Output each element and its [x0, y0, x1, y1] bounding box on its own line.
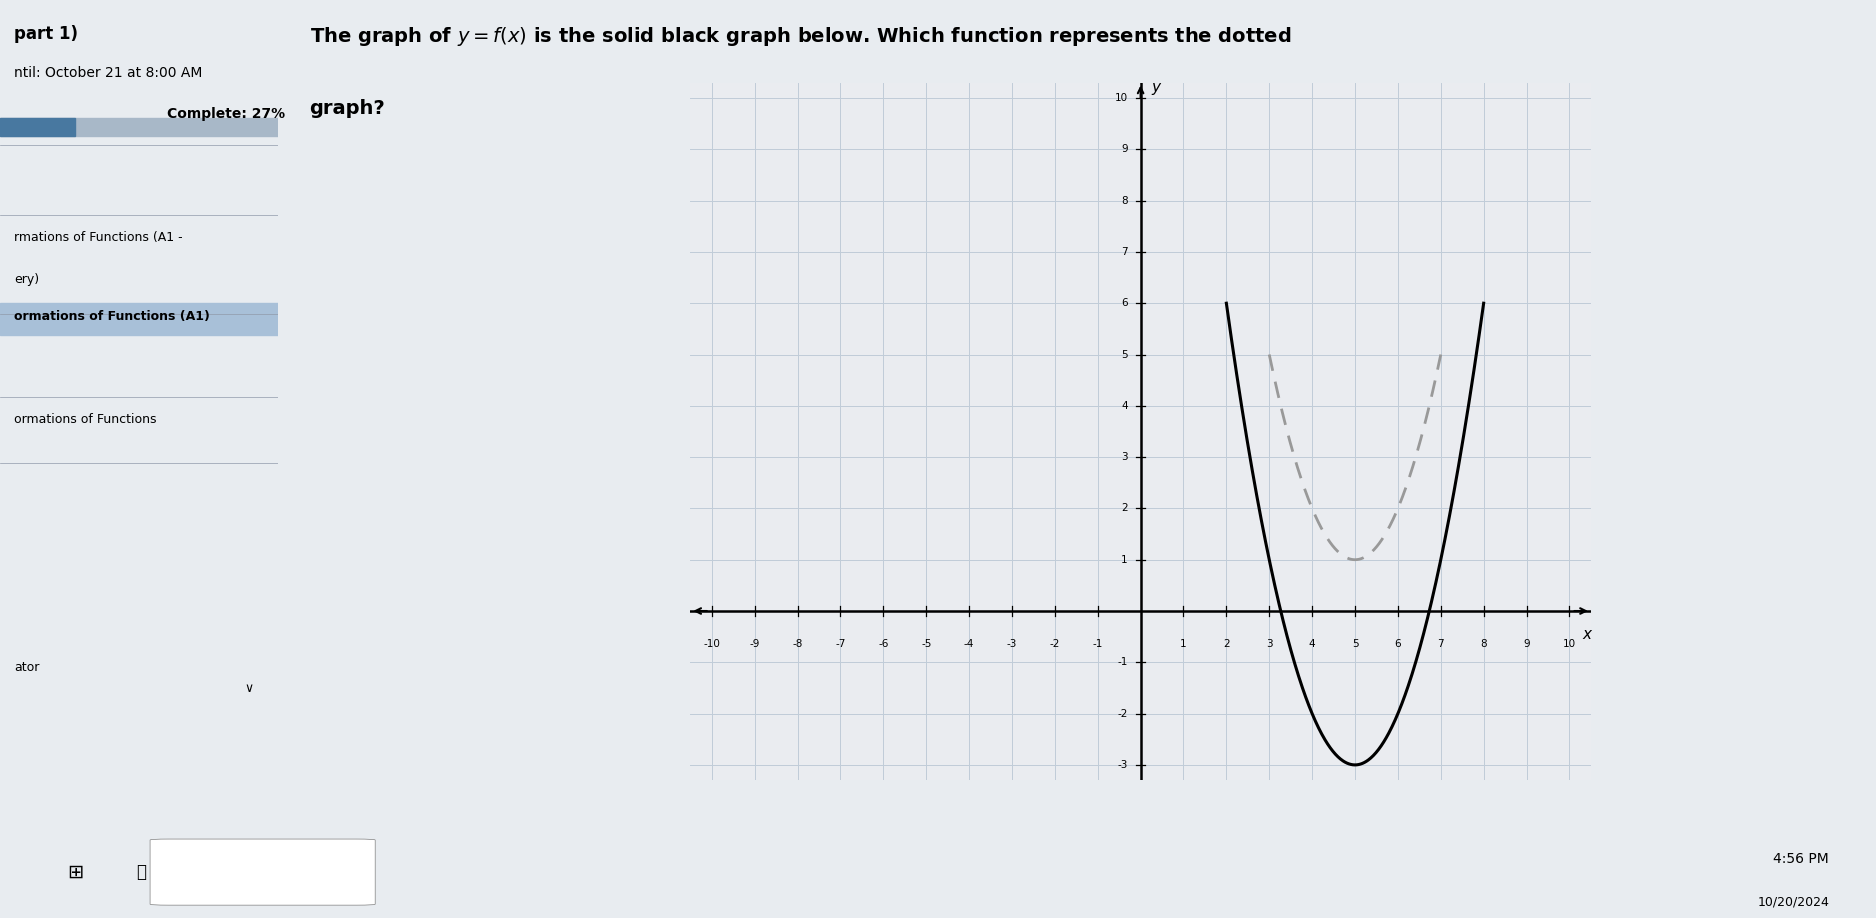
Bar [0, 118, 75, 136]
Text: -3: -3 [1118, 760, 1127, 770]
Text: Complete: 27%: Complete: 27% [167, 107, 285, 121]
FancyBboxPatch shape [150, 839, 375, 905]
Text: 2: 2 [1122, 503, 1127, 513]
Text: 5: 5 [1122, 350, 1127, 360]
Text: 9: 9 [1122, 144, 1127, 154]
Text: 8: 8 [1480, 639, 1488, 649]
Text: 10/20/2024: 10/20/2024 [1758, 895, 1829, 908]
Text: -1: -1 [1118, 657, 1127, 667]
Text: ntil: October 21 at 8:00 AM: ntil: October 21 at 8:00 AM [13, 66, 203, 80]
Text: -9: -9 [750, 639, 760, 649]
Text: -1: -1 [1092, 639, 1103, 649]
Text: rmations of Functions (A1 -: rmations of Functions (A1 - [13, 231, 182, 244]
Text: 7: 7 [1437, 639, 1445, 649]
Text: graph?: graph? [310, 99, 385, 118]
Text: ery): ery) [13, 273, 39, 285]
Text: 9: 9 [1523, 639, 1529, 649]
Text: 🔍: 🔍 [135, 863, 146, 881]
Text: 10: 10 [1563, 639, 1576, 649]
Text: ormations of Functions (A1): ormations of Functions (A1) [13, 310, 210, 323]
Text: 7: 7 [1122, 247, 1127, 257]
Text: 1: 1 [1180, 639, 1188, 649]
Text: -7: -7 [835, 639, 846, 649]
Text: 4: 4 [1122, 401, 1127, 411]
Text: 8: 8 [1122, 196, 1127, 206]
Text: 5: 5 [1353, 639, 1358, 649]
Text: 10: 10 [1114, 93, 1127, 103]
Text: ormations of Functions: ormations of Functions [13, 413, 156, 426]
Text: 3: 3 [1122, 452, 1127, 462]
Text: -3: -3 [1007, 639, 1017, 649]
Text: The graph of $y = f(x)$ is the solid black graph below. Which function represent: The graph of $y = f(x)$ is the solid bla… [310, 25, 1291, 48]
Text: 2: 2 [1223, 639, 1229, 649]
Text: 4:56 PM: 4:56 PM [1773, 852, 1829, 866]
Text: -6: -6 [878, 639, 889, 649]
Text: 6: 6 [1122, 298, 1127, 308]
Text: 6: 6 [1394, 639, 1401, 649]
Text: -5: -5 [921, 639, 930, 649]
Text: -4: -4 [964, 639, 974, 649]
Text: y: y [1152, 80, 1159, 95]
Text: ator: ator [13, 661, 39, 674]
Text: part 1): part 1) [13, 25, 79, 43]
Text: 1: 1 [1122, 554, 1127, 565]
Text: 4: 4 [1309, 639, 1315, 649]
Text: 3: 3 [1266, 639, 1272, 649]
Bar [0, 303, 278, 334]
Text: -2: -2 [1051, 639, 1060, 649]
Bar [0, 118, 278, 136]
Text: -2: -2 [1118, 709, 1127, 719]
Text: ∨: ∨ [244, 681, 253, 695]
Text: x: x [1581, 627, 1591, 642]
Text: -10: -10 [704, 639, 720, 649]
Text: -8: -8 [792, 639, 803, 649]
Text: ⊞: ⊞ [68, 863, 83, 881]
